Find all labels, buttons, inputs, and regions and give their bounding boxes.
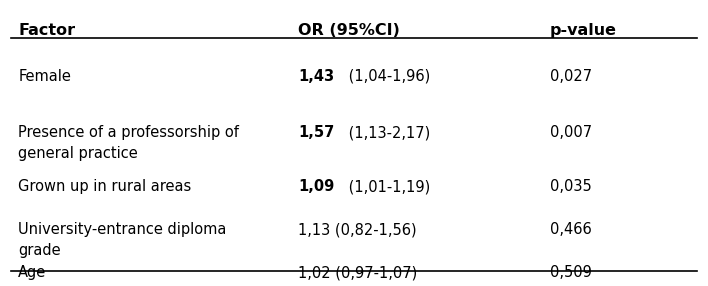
Text: 1,57: 1,57: [298, 125, 334, 140]
Text: Female: Female: [18, 69, 71, 84]
Text: 0,466: 0,466: [550, 222, 592, 237]
Text: 0,027: 0,027: [550, 69, 592, 84]
Text: 0,007: 0,007: [550, 125, 592, 140]
Text: Grown up in rural areas: Grown up in rural areas: [18, 179, 191, 194]
Text: Age: Age: [18, 265, 47, 280]
Text: (1,01-1,19): (1,01-1,19): [344, 179, 430, 194]
Text: 1,02 (0,97-1,07): 1,02 (0,97-1,07): [298, 265, 417, 280]
Text: 1,09: 1,09: [298, 179, 334, 194]
Text: (1,13-2,17): (1,13-2,17): [344, 125, 430, 140]
Text: 1,43: 1,43: [298, 69, 334, 84]
Text: (1,04-1,96): (1,04-1,96): [344, 69, 430, 84]
Text: OR (95%CI): OR (95%CI): [298, 23, 400, 38]
Text: Presence of a professorship of
general practice: Presence of a professorship of general p…: [18, 125, 239, 161]
Text: 0,509: 0,509: [550, 265, 592, 280]
Text: 1,13 (0,82-1,56): 1,13 (0,82-1,56): [298, 222, 416, 237]
Text: Factor: Factor: [18, 23, 75, 38]
Text: University-entrance diploma
grade: University-entrance diploma grade: [18, 222, 227, 258]
Text: 0,035: 0,035: [550, 179, 592, 194]
Text: p-value: p-value: [550, 23, 617, 38]
